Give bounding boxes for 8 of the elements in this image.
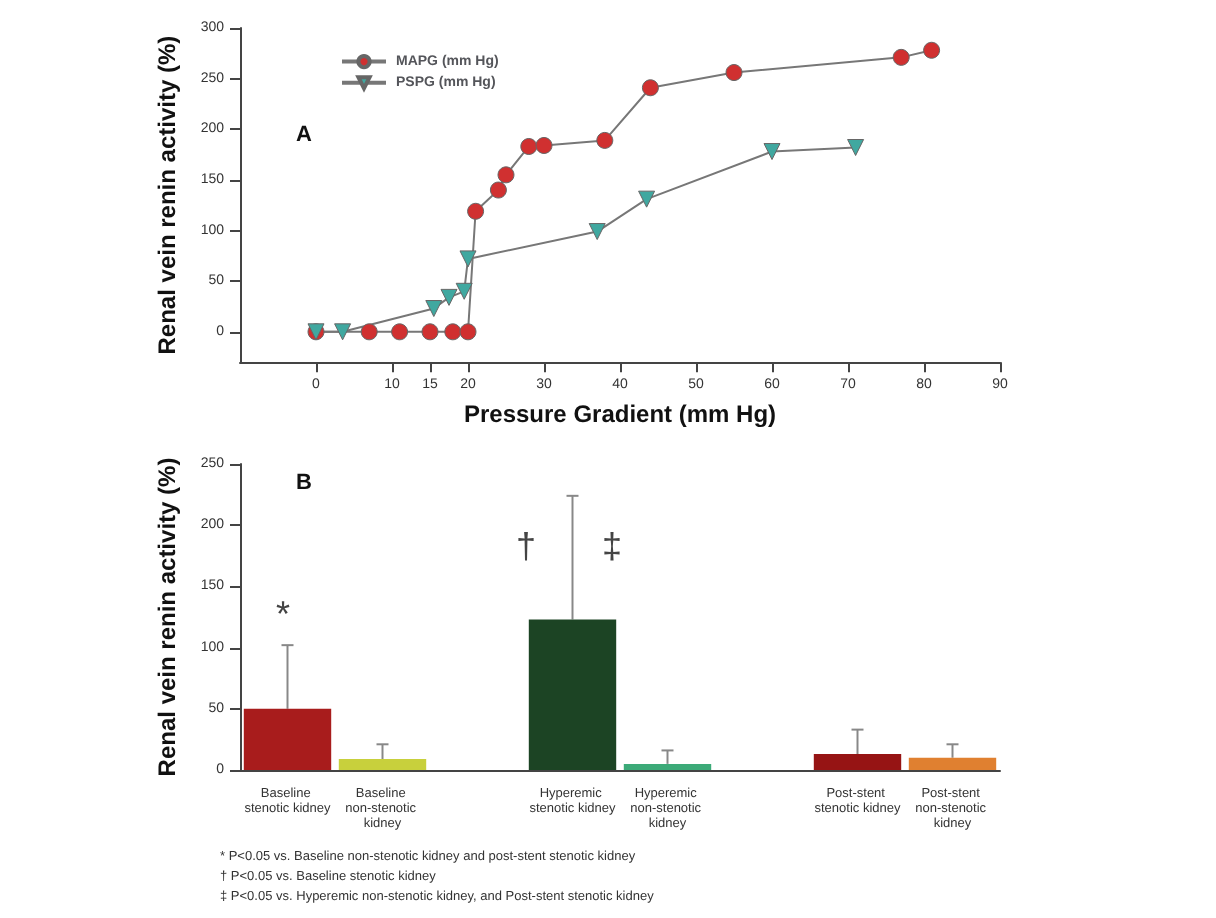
y-axis-title: Renal vein renin activity (%) (152, 457, 181, 777)
annotation: † (516, 526, 537, 566)
y-axis-title: Renal vein renin activity (%) (152, 35, 181, 355)
annotation: ‡ (602, 526, 623, 566)
x-axis-title: Pressure Gradient (mm Hg) (463, 400, 777, 428)
annotation: B (296, 471, 312, 495)
annotation: A (296, 123, 312, 147)
annotation: * (276, 594, 291, 634)
